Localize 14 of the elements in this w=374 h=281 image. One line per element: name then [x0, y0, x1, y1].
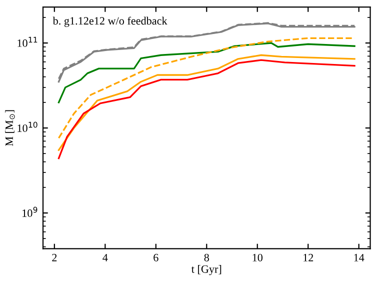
x-tick-label: 4: [102, 254, 108, 262]
annotation: b. g1.12e12 w/o feedback: [52, 16, 168, 27]
x-tick-label: 10: [252, 254, 263, 262]
x-tick-label: 6: [154, 254, 158, 262]
x-tick-label: 8: [204, 254, 209, 262]
x-axis-title: t [Gyr]: [191, 265, 222, 276]
y-tick-label: 10$^{10}$: [18, 122, 38, 132]
line-series: [58, 42, 356, 104]
y-tick-label: 10$^{11}$: [18, 36, 38, 47]
x-tick-label: 12: [304, 254, 314, 262]
x-tick-label: 2: [52, 254, 57, 262]
y-axis-title: M [M$_{⊙}$]: [5, 110, 15, 146]
y-tick-label: 10$^{9}$: [22, 206, 38, 217]
x-tick-label: 14: [354, 254, 364, 262]
